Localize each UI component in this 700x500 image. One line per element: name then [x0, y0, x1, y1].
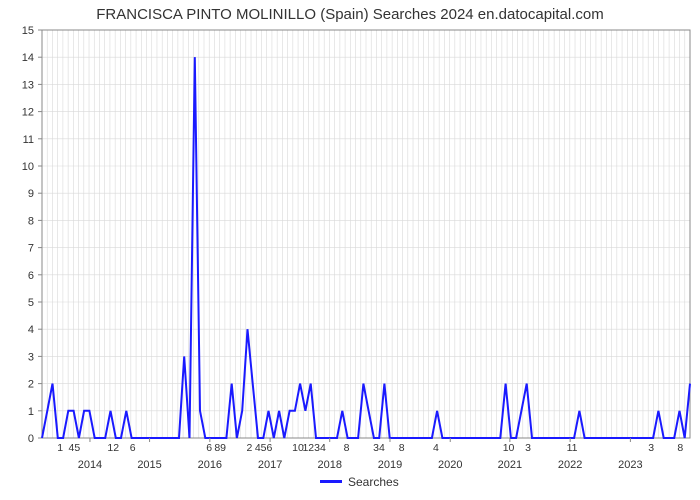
svg-text:2017: 2017: [258, 459, 282, 471]
svg-text:2014: 2014: [78, 459, 102, 471]
svg-text:89: 89: [214, 442, 226, 454]
chart-title: FRANCISCA PINTO MOLINILLO (Spain) Search…: [0, 6, 700, 23]
svg-text:2023: 2023: [618, 459, 642, 471]
svg-text:456: 456: [255, 442, 273, 454]
svg-text:5: 5: [28, 297, 34, 309]
svg-text:3: 3: [525, 442, 531, 454]
svg-text:11: 11: [23, 134, 34, 146]
svg-text:15: 15: [22, 25, 34, 37]
svg-text:2: 2: [246, 442, 252, 454]
chart-svg: 0123456789101112131415145126689245610123…: [0, 0, 700, 500]
svg-text:9: 9: [28, 188, 34, 200]
svg-text:1: 1: [28, 406, 34, 418]
svg-text:8: 8: [344, 442, 350, 454]
svg-text:14: 14: [22, 52, 34, 64]
svg-text:Searches: Searches: [348, 475, 399, 489]
svg-text:6: 6: [130, 442, 136, 454]
svg-text:10: 10: [22, 161, 34, 173]
search-chart: FRANCISCA PINTO MOLINILLO (Spain) Search…: [0, 0, 700, 500]
svg-text:3: 3: [28, 351, 34, 363]
svg-text:11: 11: [567, 442, 578, 454]
svg-text:13: 13: [22, 79, 34, 91]
svg-text:8: 8: [399, 442, 405, 454]
svg-text:4: 4: [433, 442, 439, 454]
svg-text:10: 10: [503, 442, 515, 454]
svg-text:34: 34: [373, 442, 385, 454]
svg-text:0: 0: [28, 433, 34, 445]
svg-text:12: 12: [107, 442, 119, 454]
svg-text:6: 6: [206, 442, 212, 454]
svg-text:1234: 1234: [302, 442, 326, 454]
svg-text:2019: 2019: [378, 459, 402, 471]
svg-text:2015: 2015: [137, 459, 161, 471]
svg-text:1: 1: [57, 442, 63, 454]
svg-text:2016: 2016: [198, 459, 222, 471]
svg-text:6: 6: [28, 270, 34, 282]
svg-text:2: 2: [28, 379, 34, 391]
svg-text:7: 7: [28, 243, 34, 255]
svg-text:2021: 2021: [498, 459, 522, 471]
svg-text:45: 45: [69, 442, 81, 454]
svg-text:8: 8: [677, 442, 683, 454]
svg-text:2018: 2018: [317, 459, 341, 471]
svg-text:2020: 2020: [438, 459, 462, 471]
svg-text:8: 8: [28, 215, 34, 227]
svg-text:3: 3: [648, 442, 654, 454]
svg-text:12: 12: [22, 107, 34, 119]
svg-text:2022: 2022: [558, 459, 582, 471]
svg-text:4: 4: [28, 324, 34, 336]
